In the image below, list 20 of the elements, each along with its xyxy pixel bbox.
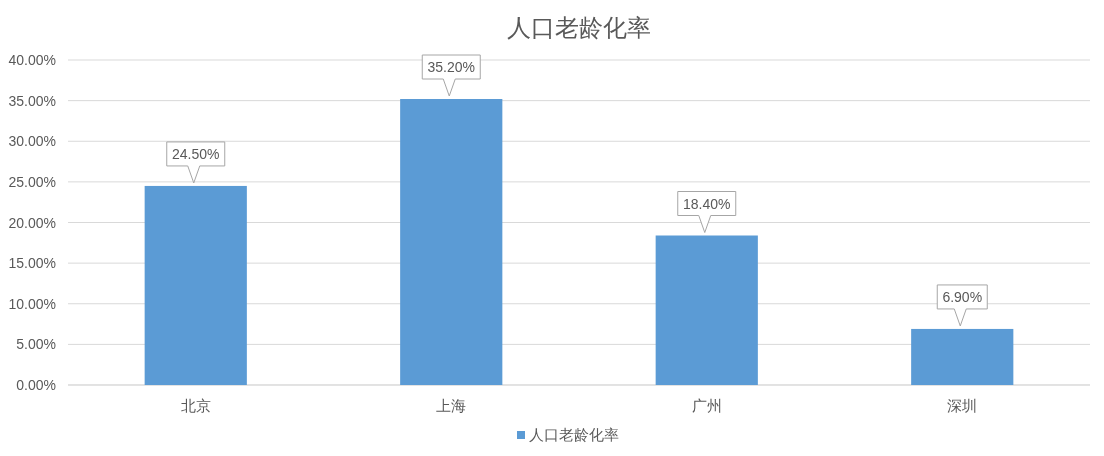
data-label: 35.20% [427,59,475,75]
bar [400,99,503,385]
y-tick-label: 0.00% [16,377,56,393]
x-tick-label: 北京 [180,397,211,414]
y-tick-label: 5.00% [16,336,56,353]
x-tick-label: 广州 [691,397,722,414]
y-tick-label: 20.00% [8,214,56,231]
chart-title: 人口老龄化率 [507,14,651,41]
y-tick-label: 40.00% [8,52,56,68]
x-tick-label: 上海 [436,397,467,414]
data-label: 18.40% [683,195,731,212]
legend-label: 人口老龄化率 [529,426,619,443]
y-tick-label: 35.00% [8,92,56,109]
y-tick-label: 15.00% [8,255,56,272]
y-tick-label: 30.00% [8,133,56,150]
y-tick-label: 10.00% [8,295,56,312]
y-tick-label: 25.00% [8,173,56,190]
x-tick-label: 深圳 [947,397,978,414]
data-label: 24.50% [172,145,220,162]
data-label: 6.90% [942,288,983,305]
